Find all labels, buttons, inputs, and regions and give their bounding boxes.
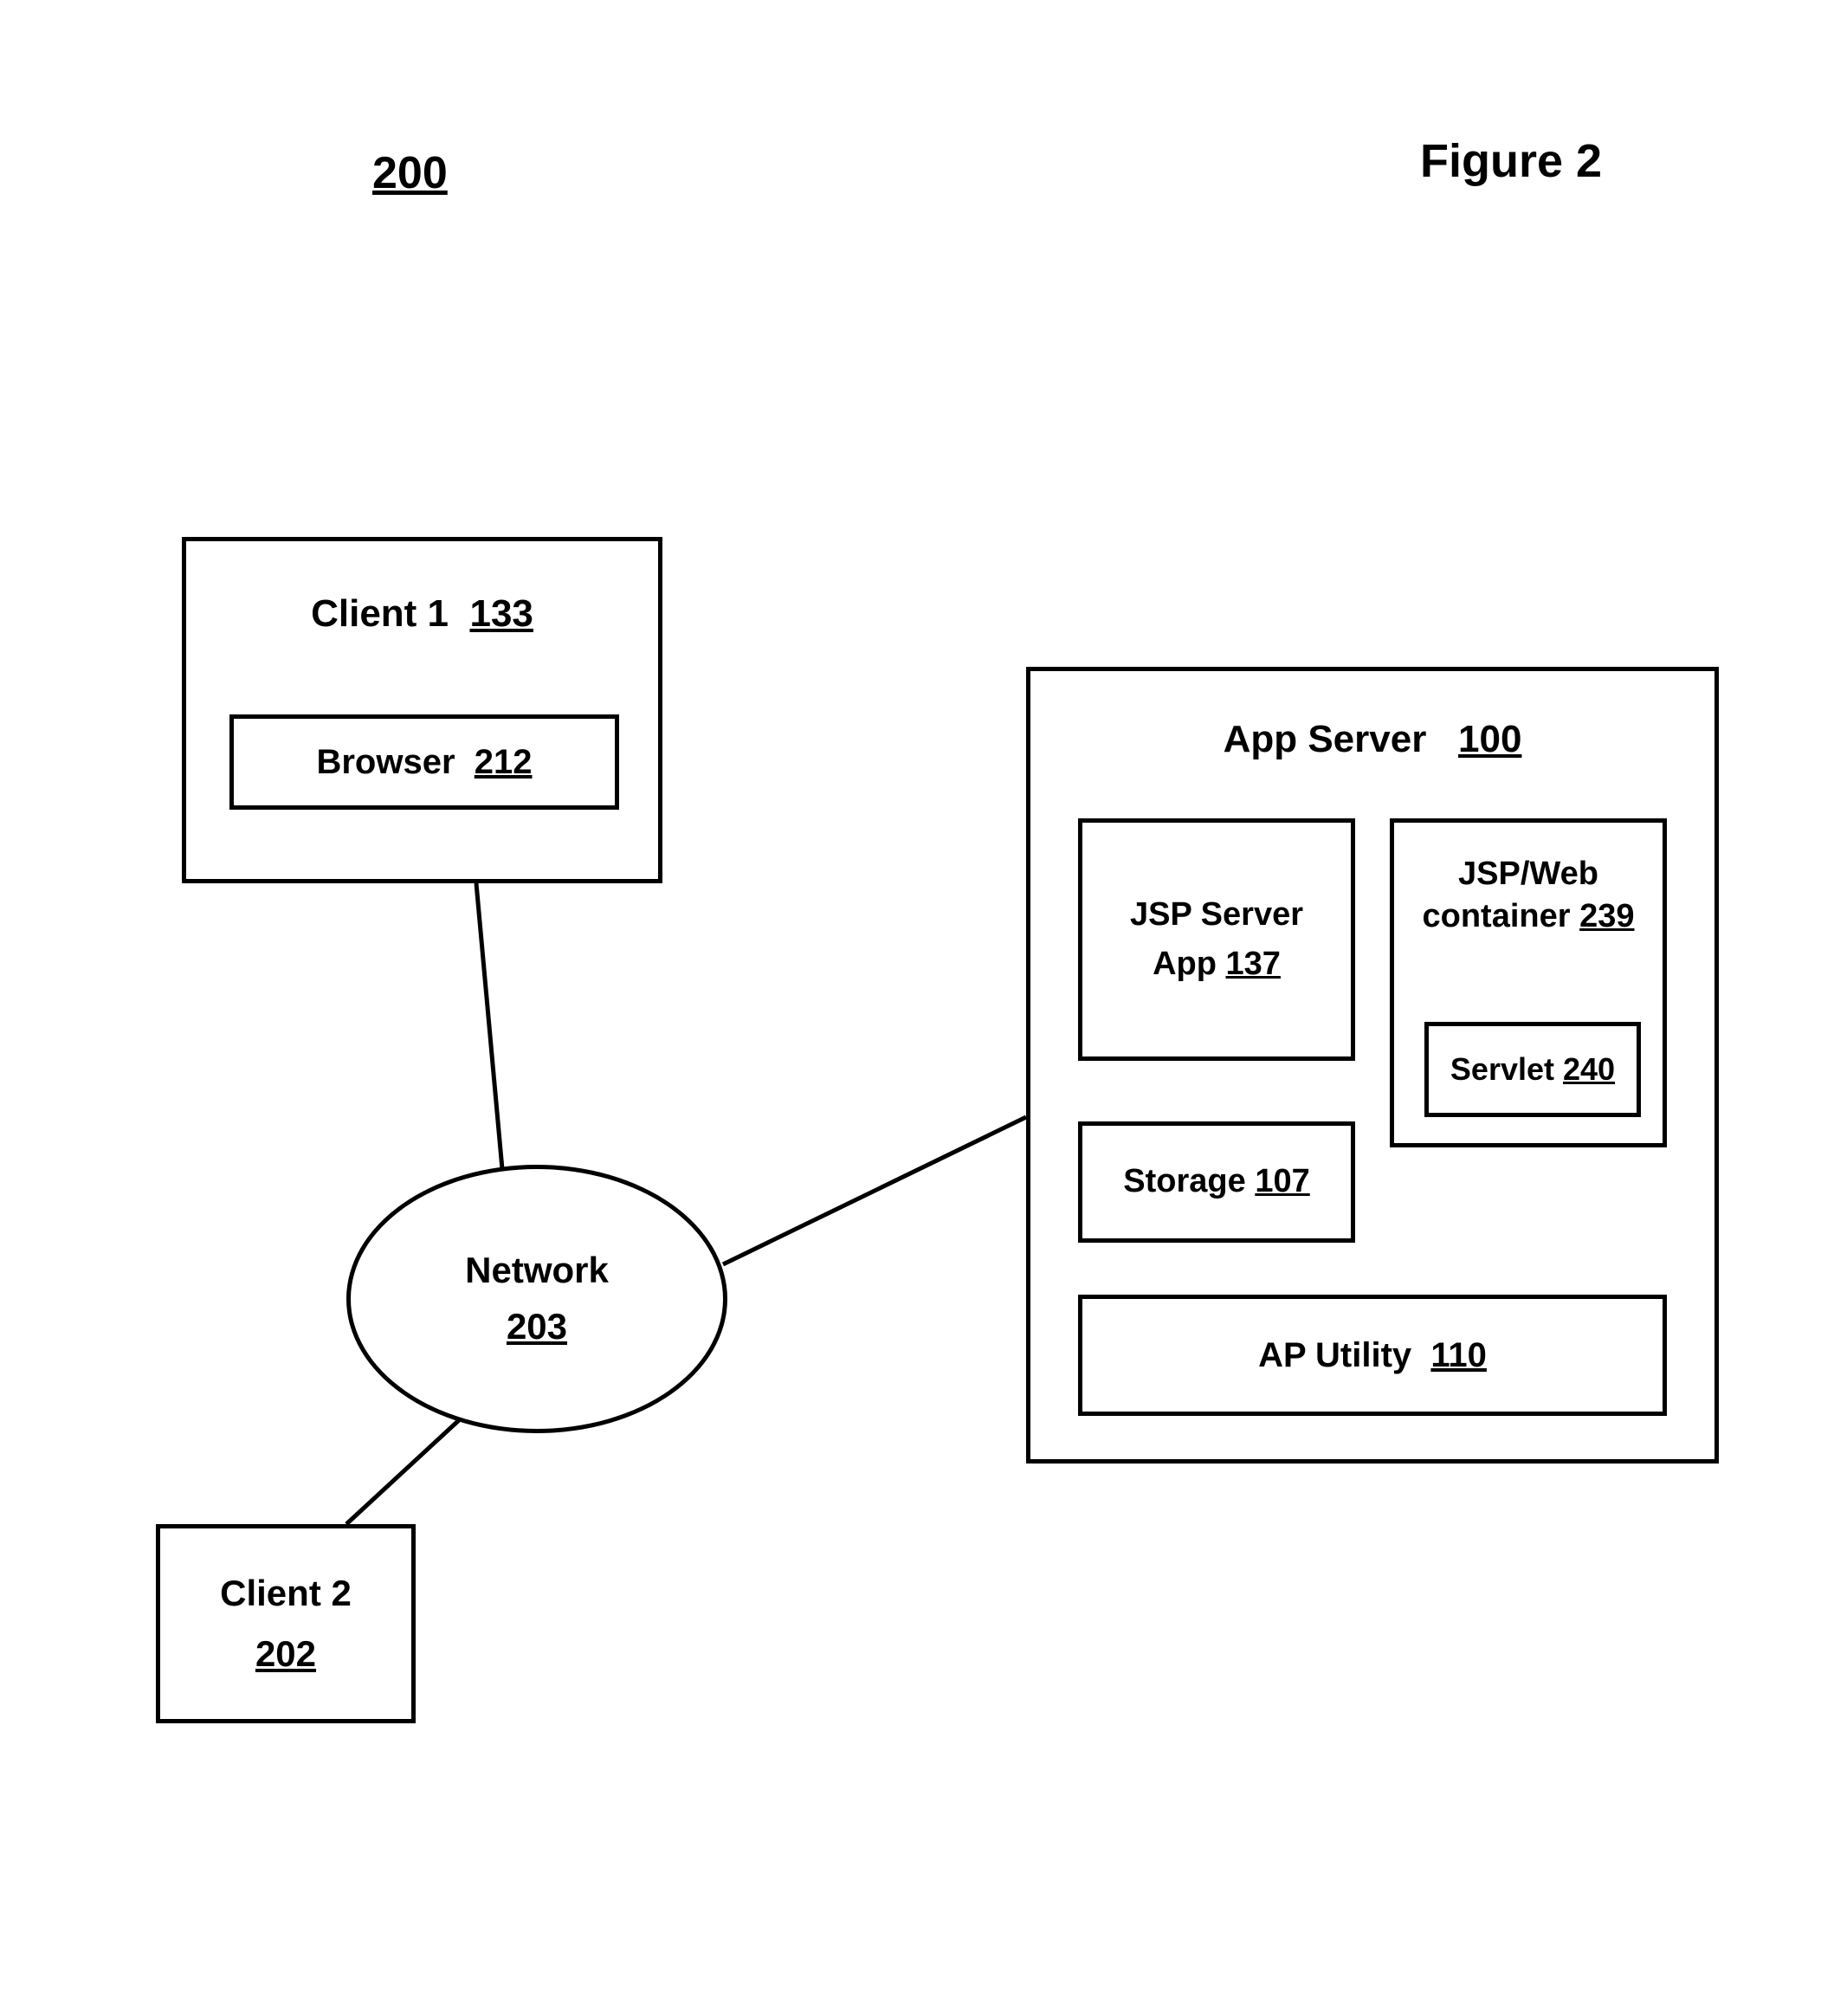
client1-title: Client 1 133 (186, 589, 658, 638)
jsp-web-container-title: JSP/Webcontainer 239 (1394, 853, 1663, 939)
browser-box: Browser 212 (229, 714, 619, 810)
client2-ref: 202 (220, 1631, 352, 1678)
servlet-box: Servlet 240 (1424, 1022, 1641, 1117)
ap-utility-ref: 110 (1430, 1336, 1487, 1374)
appserver-box: App Server 100 JSP ServerApp 137 JSP/Web… (1026, 667, 1719, 1464)
ap-utility-title: AP Utility (1258, 1336, 1411, 1374)
network-ellipse: Network 203 (346, 1165, 727, 1433)
network-ref: 203 (465, 1303, 609, 1351)
network-title: Network (465, 1247, 609, 1295)
figure-label: Figure 2 (1420, 134, 1602, 188)
jsp-server-app-box: JSP ServerApp 137 (1078, 818, 1355, 1061)
appserver-title: App Server 100 (1030, 714, 1714, 764)
servlet-title: Servlet (1450, 1051, 1554, 1087)
servlet-ref: 240 (1563, 1051, 1615, 1087)
edge-network-app_server (723, 1117, 1026, 1264)
browser-ref: 212 (475, 743, 533, 781)
edge-client1-network (476, 883, 502, 1169)
storage-ref: 107 (1255, 1163, 1309, 1199)
storage-title: Storage (1123, 1163, 1245, 1199)
system-ref: 200 (372, 147, 448, 199)
client1-box: Client 1 133 Browser 212 (182, 537, 662, 883)
client2-title: Client 2 (220, 1570, 352, 1618)
browser-title: Browser (316, 743, 455, 781)
edge-client2-network (346, 1420, 459, 1524)
jsp-web-container-box: JSP/Webcontainer 239 Servlet 240 (1390, 818, 1667, 1147)
storage-box: Storage 107 (1078, 1121, 1355, 1243)
client2-box: Client 2 202 (156, 1524, 416, 1723)
diagram-canvas: 200 Figure 2 Client 1 133 Browser 212 Ne… (0, 0, 1821, 2016)
ap-utility-box: AP Utility 110 (1078, 1295, 1667, 1416)
